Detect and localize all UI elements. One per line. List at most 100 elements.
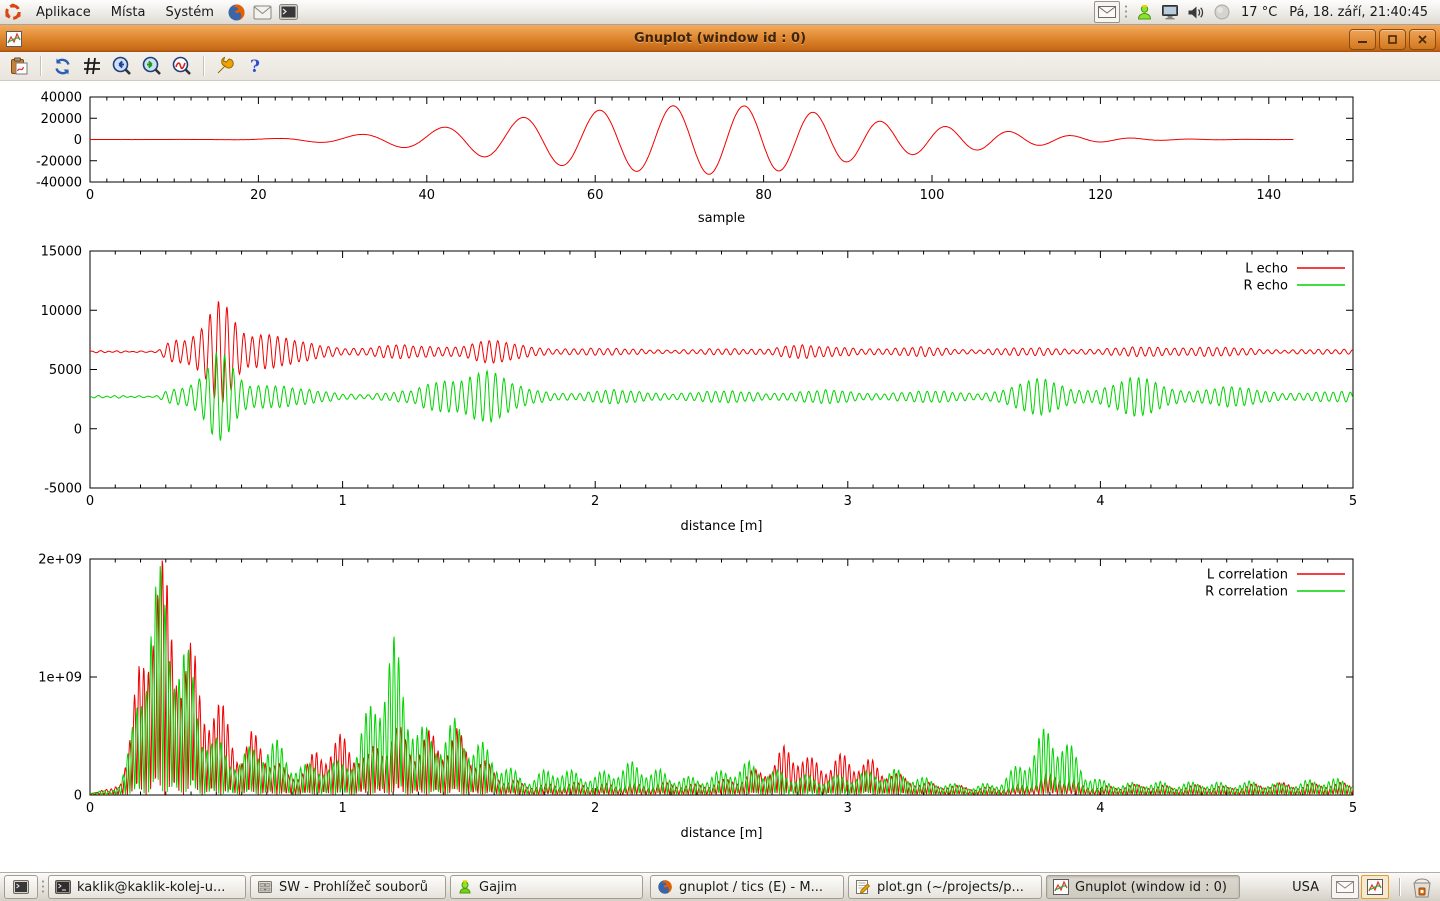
y-tick-label: -20000 bbox=[36, 154, 82, 169]
toolbar-separator bbox=[40, 56, 41, 76]
legend-label: R correlation bbox=[1205, 585, 1288, 600]
grid-button[interactable] bbox=[79, 54, 105, 78]
y-tick-label: 40000 bbox=[41, 91, 82, 106]
taskbar-item-plot-gn-editor[interactable]: plot.gn (~/projects/p... bbox=[848, 875, 1042, 899]
panel-handle[interactable] bbox=[1123, 4, 1130, 20]
x-tick-label: 3 bbox=[844, 801, 852, 816]
x-axis-title: sample bbox=[698, 211, 745, 226]
x-tick-label: 5 bbox=[1349, 801, 1357, 816]
x-tick-label: 120 bbox=[1088, 188, 1113, 203]
taskbar-item-label: gnuplot / tics (E) - M... bbox=[679, 879, 823, 895]
taskbar-handle[interactable] bbox=[40, 879, 46, 895]
series-line-l-correlation bbox=[90, 560, 1353, 795]
temperature-label: 17 °C bbox=[1241, 4, 1278, 20]
x-tick-label: 20 bbox=[250, 188, 267, 203]
taskbar-item-label: kaklik@kaklik-kolej-u... bbox=[77, 879, 226, 895]
window-titlebar[interactable]: Gnuplot (window id : 0) bbox=[0, 25, 1440, 52]
panel-status-area: 17 °C Pá, 18. září, 21:40:45 bbox=[1093, 0, 1440, 24]
y-tick-label: 15000 bbox=[41, 245, 82, 260]
user-switcher-icon[interactable] bbox=[1134, 2, 1154, 22]
taskbar-item-gnuplot-window[interactable]: Gnuplot (window id : 0) bbox=[1046, 875, 1240, 899]
y-tick-label: -5000 bbox=[44, 482, 82, 497]
trash-applet-icon[interactable] bbox=[1410, 875, 1434, 899]
menu-applications[interactable]: Aplikace bbox=[36, 4, 91, 20]
x-tick-label: 60 bbox=[587, 188, 604, 203]
x-tick-label: 3 bbox=[844, 494, 852, 509]
x-tick-label: 0 bbox=[86, 801, 94, 816]
taskbar-item-label: Gajim bbox=[479, 879, 517, 895]
autoscale-button[interactable] bbox=[169, 54, 195, 78]
zoom-previous-button[interactable] bbox=[109, 54, 135, 78]
y-tick-label: 20000 bbox=[41, 112, 82, 127]
display-icon[interactable] bbox=[1160, 2, 1180, 22]
legend-label: R echo bbox=[1243, 279, 1288, 294]
toolbar-separator bbox=[203, 56, 204, 76]
y-tick-label: 5000 bbox=[49, 363, 82, 378]
gnuplot-toolbar: ? bbox=[0, 52, 1440, 81]
series-line-r-echo bbox=[90, 352, 1353, 441]
x-tick-label: 2 bbox=[591, 494, 599, 509]
gnome-top-panel: Aplikace Místa Systém bbox=[0, 0, 1440, 25]
tray-gnuplot-icon[interactable] bbox=[1361, 875, 1389, 899]
tray-mail-icon[interactable] bbox=[1331, 875, 1359, 899]
minimize-button[interactable] bbox=[1349, 29, 1376, 50]
x-tick-label: 0 bbox=[86, 494, 94, 509]
x-tick-label: 1 bbox=[338, 494, 346, 509]
y-tick-label: 10000 bbox=[41, 304, 82, 319]
svg-text:?: ? bbox=[250, 57, 260, 75]
y-tick-label: -40000 bbox=[36, 176, 82, 191]
menu-places[interactable]: Místa bbox=[110, 4, 146, 20]
plots-svg: 0 20 40 60 80 100 120 140-40000-200000200004000… bbox=[36, 91, 1357, 842]
x-tick-label: 80 bbox=[755, 188, 772, 203]
gnuplot-window-icon bbox=[4, 29, 24, 49]
weather-icon[interactable] bbox=[1212, 2, 1232, 22]
x-tick-label: 4 bbox=[1096, 494, 1104, 509]
window-title: Gnuplot (window id : 0) bbox=[633, 31, 807, 46]
configure-button[interactable] bbox=[212, 54, 238, 78]
taskbar-item-file-browser[interactable]: SW - Prohlížeč souborů bbox=[250, 875, 446, 899]
taskbar-item-minimized-terminal[interactable] bbox=[4, 875, 38, 899]
mail-notification-icon[interactable] bbox=[1094, 1, 1121, 23]
x-tick-label: 5 bbox=[1349, 494, 1357, 509]
x-tick-label: 40 bbox=[419, 188, 436, 203]
volume-icon[interactable] bbox=[1186, 2, 1206, 22]
firefox-launcher-icon[interactable] bbox=[227, 2, 247, 22]
clock-label[interactable]: Pá, 18. září, 21:40:45 bbox=[1289, 4, 1428, 20]
x-tick-label: 4 bbox=[1096, 801, 1104, 816]
x-tick-label: 1 bbox=[338, 801, 346, 816]
zoom-next-button[interactable] bbox=[139, 54, 165, 78]
series-line-l-echo bbox=[90, 300, 1353, 403]
taskbar-tray: USA bbox=[1292, 875, 1440, 899]
mail-launcher-icon[interactable] bbox=[253, 2, 273, 22]
taskbar-item-terminal-window[interactable]: kaklik@kaklik-kolej-u... bbox=[48, 875, 246, 899]
y-tick-label: 2e+09 bbox=[38, 553, 82, 568]
taskbar-item-label: plot.gn (~/projects/p... bbox=[877, 879, 1024, 895]
close-button[interactable] bbox=[1409, 29, 1436, 50]
taskbar-item-label: Gnuplot (window id : 0) bbox=[1075, 879, 1227, 895]
x-tick-label: 140 bbox=[1256, 188, 1281, 203]
gnuplot-plot-canvas[interactable]: 0 20 40 60 80 100 120 140 -40000 -20000 0 20000 4000… bbox=[0, 80, 1440, 872]
y-tick-label: 0 bbox=[74, 133, 82, 148]
x-axis-title: distance [m] bbox=[680, 519, 762, 534]
taskbar-item-firefox-gnuplot-tics[interactable]: gnuplot / tics (E) - M... bbox=[650, 875, 844, 899]
plot-frame bbox=[89, 96, 1354, 183]
menu-system[interactable]: Systém bbox=[165, 4, 214, 20]
y-tick-label: 1e+09 bbox=[38, 671, 82, 686]
series-line-r-correlation bbox=[90, 566, 1353, 795]
maximize-button[interactable] bbox=[1379, 29, 1406, 50]
help-button[interactable]: ? bbox=[242, 54, 268, 78]
x-tick-label: 100 bbox=[920, 188, 945, 203]
keyboard-layout-indicator[interactable]: USA bbox=[1292, 879, 1319, 895]
taskbar-item-label: SW - Prohlížeč souborů bbox=[279, 879, 429, 895]
x-tick-label: 2 bbox=[591, 801, 599, 816]
window-list-taskbar: kaklik@kaklik-kolej-u... SW - Prohlížeč … bbox=[0, 872, 1440, 901]
plot-frame bbox=[89, 250, 1354, 489]
x-axis-title: distance [m] bbox=[680, 826, 762, 841]
series-line-chirp bbox=[90, 105, 1294, 175]
terminal-launcher-icon[interactable] bbox=[279, 2, 299, 22]
replot-button[interactable] bbox=[49, 54, 75, 78]
ubuntu-logo-icon[interactable] bbox=[3, 2, 23, 22]
taskbar-item-gajim[interactable]: Gajim bbox=[450, 875, 643, 899]
tray-separator bbox=[1399, 878, 1400, 896]
copy-plot-button[interactable] bbox=[6, 54, 32, 78]
